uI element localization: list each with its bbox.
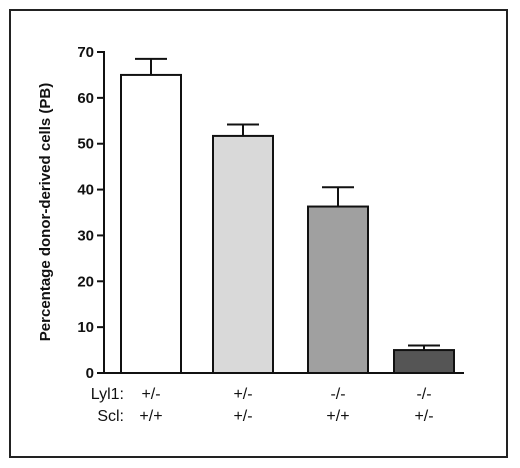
y-tick-label-60: 60 xyxy=(77,90,94,107)
bars xyxy=(103,57,464,375)
genotype-row-label-1: Lyl1: xyxy=(91,386,124,403)
y-tick-label-40: 40 xyxy=(77,182,94,199)
bar-1 xyxy=(120,73,182,375)
bar-4 xyxy=(393,349,455,375)
category-label-2-2: +/- xyxy=(233,408,252,425)
category-label-2-4: +/- xyxy=(414,408,433,425)
y-tick-label-30: 30 xyxy=(77,227,94,244)
y-tick-label-20: 20 xyxy=(77,273,94,290)
y-axis: 0 10 20 30 40 50 60 70 xyxy=(77,44,105,382)
bar-3 xyxy=(307,205,369,374)
y-tick-label-50: 50 xyxy=(77,136,94,153)
y-tick-label-10: 10 xyxy=(77,319,94,336)
category-label-2-1: +/+ xyxy=(139,408,162,425)
category-label-1-3: -/- xyxy=(330,386,345,403)
category-label-1-2: +/- xyxy=(233,386,252,403)
category-label-1-4: -/- xyxy=(416,386,431,403)
category-label-2-3: +/+ xyxy=(326,408,349,425)
y-axis-label: Percentage donor-derived cells (PB) xyxy=(37,83,54,341)
bar-2 xyxy=(212,134,274,374)
genotype-row-label-2: Scl: xyxy=(97,408,124,425)
category-label-1-1: +/- xyxy=(141,386,160,403)
y-tick-label-0: 0 xyxy=(86,365,94,382)
category-labels: Lyl1: +/- +/- -/- -/- Scl: +/+ +/- +/+ +/- xyxy=(91,386,434,425)
y-tick-label-70: 70 xyxy=(77,44,94,61)
